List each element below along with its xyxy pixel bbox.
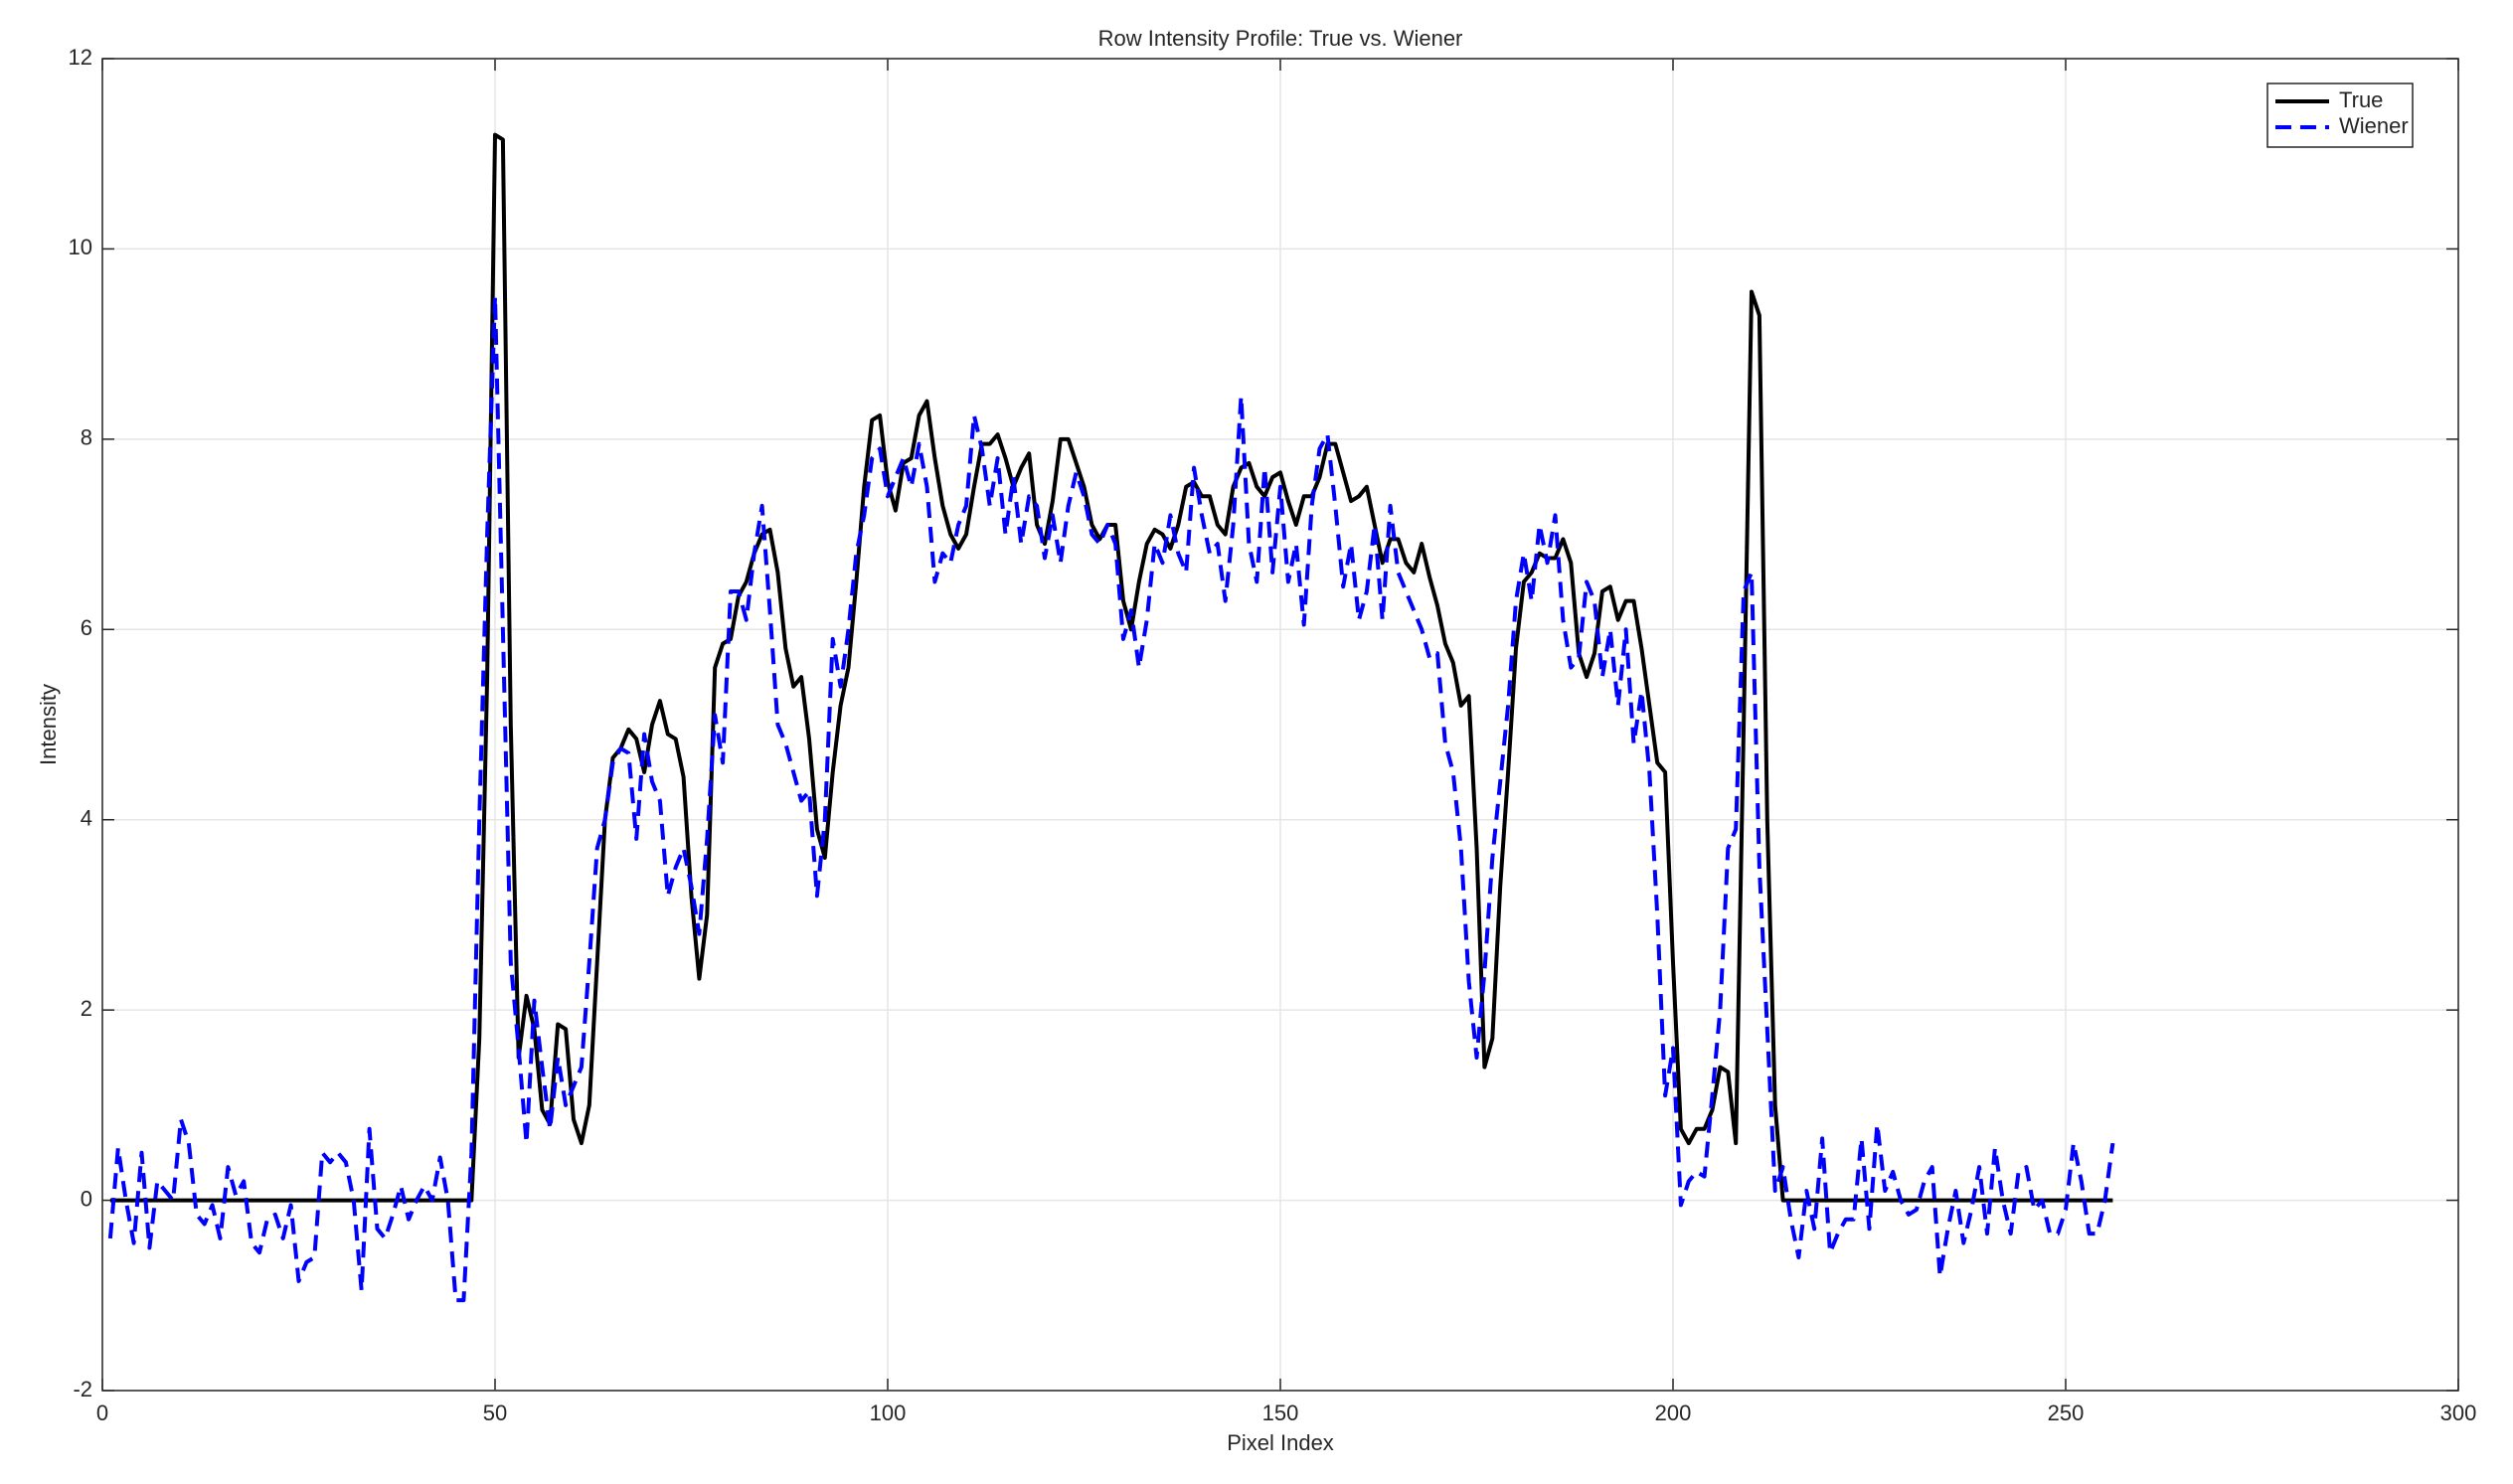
series-line — [109, 132, 2113, 1203]
series-line — [107, 294, 2115, 1303]
y-tick-label: 4 — [81, 806, 92, 831]
y-tick-label: 2 — [81, 996, 92, 1021]
y-tick-label: -2 — [73, 1377, 92, 1402]
x-tick-label: 150 — [1262, 1401, 1299, 1425]
x-tick-label: 300 — [2440, 1401, 2477, 1425]
legend-label: True — [2339, 87, 2383, 112]
y-tick-label: 6 — [81, 615, 92, 640]
legend-label: Wiener — [2339, 113, 2409, 138]
y-tick-label: 10 — [69, 235, 92, 259]
x-tick-label: 0 — [96, 1401, 108, 1425]
x-axis-label: Pixel Index — [1227, 1430, 1334, 1455]
plot-frame — [101, 58, 2459, 1392]
x-tick-label: 50 — [483, 1401, 507, 1425]
legend-box — [2266, 82, 2414, 148]
y-axis-label: Intensity — [36, 684, 61, 765]
x-tick-label: 250 — [2048, 1401, 2085, 1425]
y-tick-label: 8 — [81, 425, 92, 450]
y-tick-label: 0 — [81, 1186, 92, 1211]
y-tick-label: 12 — [69, 45, 92, 70]
chart-title: Row Intensity Profile: True vs. Wiener — [1098, 26, 1463, 51]
x-tick-label: 100 — [870, 1401, 907, 1425]
x-tick-label: 200 — [1655, 1401, 1692, 1425]
